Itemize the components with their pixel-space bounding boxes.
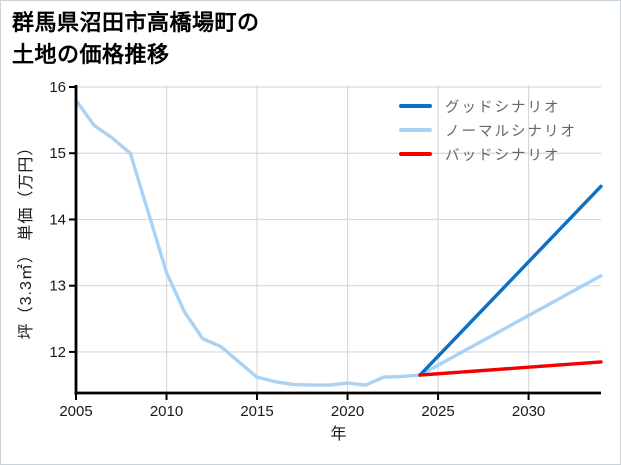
x-tick-label: 2025 [421, 403, 454, 420]
y-axis-label: 坪（3.3㎡） 単価（万円） [17, 139, 35, 340]
chart-title-line2: 土地の価格推移 [12, 42, 170, 67]
legend-label-normal: ノーマルシナリオ [445, 123, 577, 140]
legend-row-bad: バッドシナリオ [399, 142, 577, 166]
legend-label-good: グッドシナリオ [445, 99, 561, 116]
series-line-0 [418, 184, 603, 377]
legend-row-normal: ノーマルシナリオ [399, 118, 577, 142]
legend: グッドシナリオ ノーマルシナリオ バッドシナリオ [399, 94, 577, 166]
x-tick-label: 2010 [150, 403, 183, 420]
x-tick-label: 2030 [512, 403, 545, 420]
chart-title-line1: 群馬県沼田市高橋場町の [12, 10, 260, 35]
series-line-2 [418, 360, 603, 377]
good-scenario-line-swatch [399, 104, 432, 108]
normal-scenario-line-swatch [399, 128, 432, 132]
y-tick-label: 12 [49, 344, 66, 361]
y-tick-label: 14 [49, 211, 66, 228]
x-tick-label: 2015 [240, 403, 273, 420]
chart-title: 群馬県沼田市高橋場町の 土地の価格推移 [12, 7, 260, 71]
x-tick-label: 2020 [331, 403, 364, 420]
x-axis-label: 年 [330, 425, 346, 443]
y-tick-label: 16 [49, 79, 66, 96]
y-tick-label: 15 [49, 145, 66, 162]
x-tick-label: 2005 [59, 403, 92, 420]
series-line-1 [74, 98, 603, 387]
legend-label-bad: バッドシナリオ [445, 147, 561, 164]
legend-row-good: グッドシナリオ [399, 94, 577, 118]
y-tick-label: 13 [49, 278, 66, 295]
bad-scenario-line-swatch [399, 152, 432, 156]
